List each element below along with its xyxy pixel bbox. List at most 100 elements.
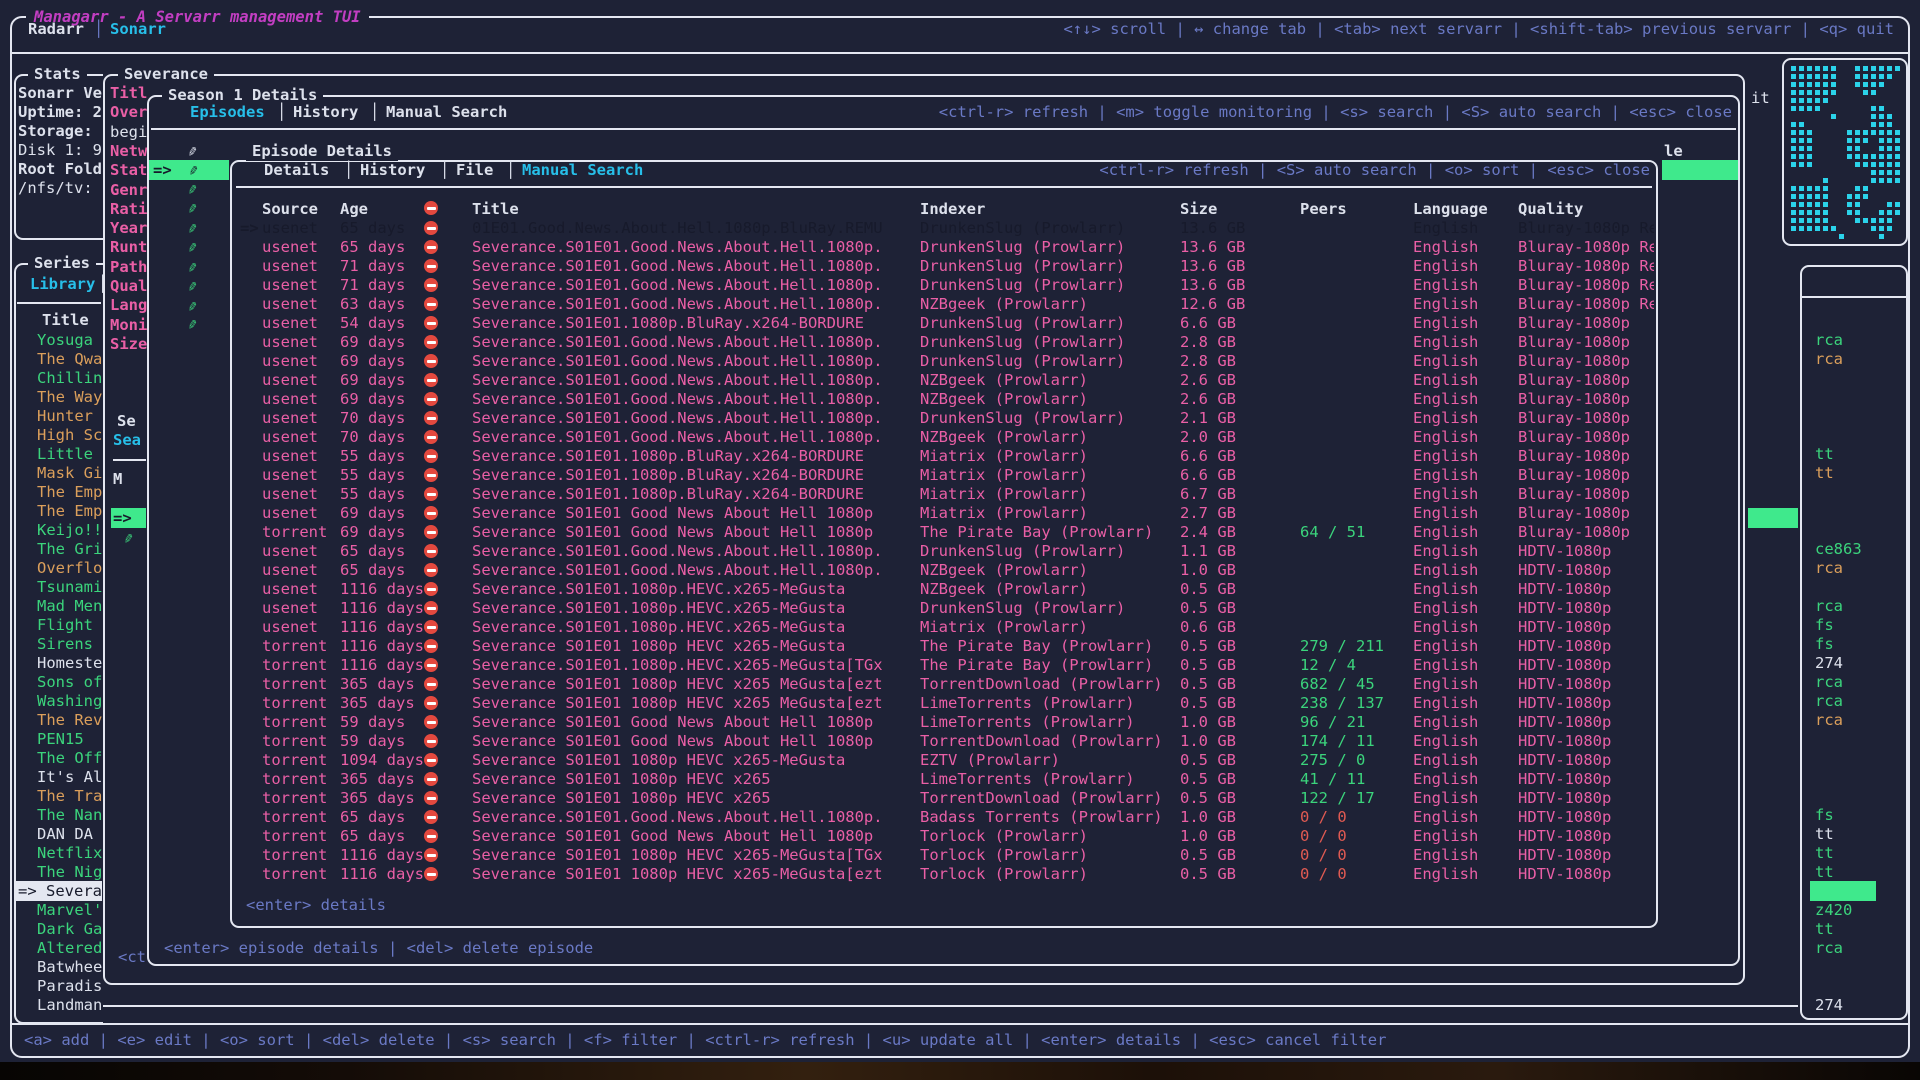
tab-manual-search[interactable]: Manual Search (522, 161, 644, 179)
series-item[interactable]: The Way (37, 388, 102, 406)
tab-season-manual-search[interactable]: Manual Search (386, 103, 508, 121)
series-item[interactable]: High Sc (37, 426, 102, 444)
tab-file[interactable]: File (456, 161, 494, 179)
series-item[interactable]: The Emp (37, 483, 102, 501)
clipped-row-fragment: tt (1815, 445, 1834, 463)
release-row[interactable]: torrent 1094 days Severance S01E01 1080p… (262, 751, 1612, 769)
release-row[interactable]: torrent 1116 days Severance S01E01 1080p… (262, 865, 1612, 883)
series-item[interactable]: It's Al (37, 768, 102, 786)
series-item[interactable]: Mask Gi (37, 464, 102, 482)
release-row[interactable]: usenet 54 days Severance.S01E01.1080p.Bl… (262, 314, 1630, 332)
release-row[interactable]: torrent 365 days Severance S01E01 1080p … (262, 770, 1612, 788)
release-row[interactable]: torrent 65 days Severance S01E01 Good Ne… (262, 827, 1612, 845)
series-item[interactable]: Yosuga (37, 331, 93, 349)
series-item[interactable]: Flight (37, 616, 93, 634)
tab-radarr[interactable]: Radarr (28, 20, 84, 38)
series-item[interactable]: The Gri (37, 540, 102, 558)
release-row[interactable]: usenet 55 days Severance.S01E01.1080p.Bl… (262, 447, 1630, 465)
release-row[interactable]: usenet 69 days Severance.S01E01.Good.New… (262, 390, 1630, 408)
release-row[interactable]: torrent 365 days Severance S01E01 1080p … (262, 789, 1612, 807)
tab-library[interactable]: Library (30, 275, 96, 293)
release-row[interactable]: usenet 71 days Severance.S01E01.Good.New… (262, 257, 1654, 275)
release-row[interactable]: => usenet 65 days 01E01.Good.News.About.… (0, 218, 1920, 238)
series-item[interactable]: Tsunami (37, 578, 102, 596)
col-title[interactable]: Title (472, 200, 519, 218)
series-item[interactable]: The Qwa (37, 350, 102, 368)
series-item[interactable]: Batwhee (37, 958, 102, 976)
series-item[interactable]: Dark Ga (37, 920, 102, 938)
release-row[interactable]: usenet 69 days Severance.S01E01.Good.New… (262, 352, 1630, 370)
clipped-row-fragment: rca (1815, 939, 1843, 957)
release-row[interactable]: usenet 63 days Severance.S01E01.Good.New… (262, 295, 1654, 313)
release-row[interactable]: usenet 70 days Severance.S01E01.Good.New… (262, 428, 1630, 446)
tab-episode-history[interactable]: History (360, 161, 426, 179)
release-row[interactable]: torrent 65 days Severance.S01E01.Good.Ne… (262, 808, 1612, 826)
release-row[interactable]: torrent 69 days Severance S01E01 Good Ne… (262, 523, 1630, 541)
series-item-selected[interactable]: => Severan (16, 881, 102, 901)
col-peers[interactable]: Peers (1300, 200, 1347, 218)
tab-season-history[interactable]: History (293, 103, 359, 121)
clipped-row-fragment: 274 (1815, 654, 1843, 672)
release-row[interactable]: usenet 69 days Severance.S01E01.Good.New… (262, 371, 1630, 389)
series-item[interactable]: Chillin (37, 369, 102, 387)
col-age[interactable]: Age (340, 200, 368, 218)
series-item[interactable]: Keijo!! (37, 521, 102, 539)
release-row[interactable]: usenet 1116 days Severance.S01E01.1080p.… (262, 580, 1612, 598)
series-item[interactable]: The Rev (37, 711, 102, 729)
tab-episodes[interactable]: Episodes (190, 103, 265, 121)
series-item[interactable]: The Nig (37, 863, 102, 881)
col-indexer[interactable]: Indexer (920, 200, 986, 218)
col-language[interactable]: Language (1413, 200, 1488, 218)
series-item[interactable]: Little (37, 445, 93, 463)
stats-line: /nfs/tv: 8 (18, 179, 102, 197)
series-item[interactable]: The Emp (37, 502, 102, 520)
release-row[interactable]: usenet 55 days Severance.S01E01.1080p.Bl… (262, 466, 1630, 484)
release-row[interactable]: torrent 365 days Severance S01E01 1080p … (262, 694, 1612, 712)
release-row[interactable]: usenet 65 days Severance.S01E01.Good.New… (262, 238, 1654, 256)
release-row[interactable]: usenet 55 days Severance.S01E01.1080p.Bl… (262, 485, 1630, 503)
release-row[interactable]: usenet 71 days Severance.S01E01.Good.New… (262, 276, 1654, 294)
background-selected-row-fragment (1748, 508, 1798, 528)
reject-icon (424, 449, 438, 463)
series-item[interactable]: Netflix (37, 844, 102, 862)
series-item[interactable]: Sirens (37, 635, 93, 653)
release-row[interactable]: torrent 365 days Severance S01E01 1080p … (262, 675, 1612, 693)
tab-details[interactable]: Details (264, 161, 330, 179)
release-row[interactable]: torrent 59 days Severance S01E01 Good Ne… (262, 713, 1612, 731)
release-row[interactable]: torrent 1116 days Severance S01E01 1080p… (262, 637, 1612, 655)
release-row[interactable]: torrent 1116 days Severance S01E01 1080p… (262, 846, 1612, 864)
series-item[interactable]: The Tra (37, 787, 102, 805)
release-row[interactable]: torrent 59 days Severance S01E01 Good Ne… (262, 732, 1612, 750)
series-item[interactable]: Hunter (37, 407, 93, 425)
series-item[interactable]: Washing (37, 692, 102, 710)
episode-row-selected[interactable]: => ✎ (149, 160, 229, 180)
series-item[interactable]: Landman (37, 996, 102, 1014)
release-row[interactable]: torrent 1116 days Severance.S01E01.1080p… (262, 656, 1612, 674)
release-row[interactable]: usenet 65 days Severance.S01E01.Good.New… (262, 542, 1612, 560)
series-item[interactable]: The Nan (37, 806, 102, 824)
col-quality[interactable]: Quality (1518, 200, 1584, 218)
release-row[interactable]: usenet 70 days Severance.S01E01.Good.New… (262, 409, 1630, 427)
series-item[interactable]: Overflo (37, 559, 102, 577)
release-row[interactable]: usenet 1116 days Severance.S01E01.1080p.… (262, 618, 1612, 636)
series-item[interactable]: The Off (37, 749, 102, 767)
series-item[interactable]: Sons of (37, 673, 102, 691)
release-row[interactable]: usenet 65 days Severance.S01E01.Good.New… (262, 561, 1612, 579)
series-item[interactable]: PEN15 (37, 730, 84, 748)
series-item[interactable]: DAN DA (37, 825, 93, 843)
release-row[interactable]: usenet 1116 days Severance.S01E01.1080p.… (262, 599, 1612, 617)
col-size[interactable]: Size (1180, 200, 1218, 218)
season-selected-row[interactable] (111, 508, 146, 528)
series-item[interactable]: Marvel' (37, 901, 102, 919)
series-item[interactable]: Mad Men (37, 597, 102, 615)
release-row[interactable]: usenet 69 days Severance S01E01 Good New… (262, 504, 1630, 522)
series-item[interactable]: Homeste (37, 654, 102, 672)
reject-icon (424, 791, 438, 805)
col-source[interactable]: Source (262, 200, 318, 218)
tab-sonarr[interactable]: Sonarr (110, 20, 166, 38)
series-item[interactable]: Paradis (37, 977, 102, 995)
series-field-label: Genre (110, 180, 147, 199)
series-item[interactable]: Altered (37, 939, 102, 957)
release-row[interactable]: usenet 69 days Severance.S01E01.Good.New… (262, 333, 1630, 351)
